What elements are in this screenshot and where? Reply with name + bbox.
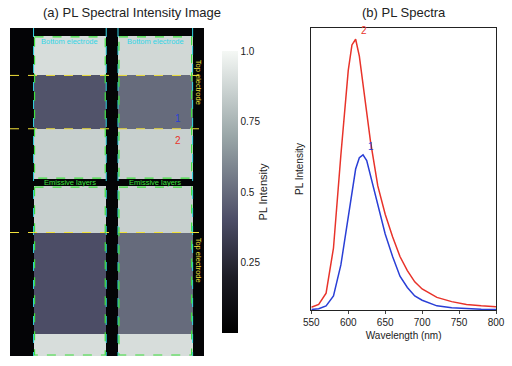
svg-text:Bottom electrode: Bottom electrode <box>41 37 98 46</box>
svg-text:2: 2 <box>361 25 367 36</box>
svg-text:550: 550 <box>303 317 320 328</box>
svg-text:0.25: 0.25 <box>241 257 261 268</box>
svg-text:Top electrode: Top electrode <box>194 238 203 283</box>
svg-text:(b) PL Spectra: (b) PL Spectra <box>362 5 446 20</box>
svg-text:Wavelength (nm): Wavelength (nm) <box>366 330 442 341</box>
svg-text:Bottom electrode: Bottom electrode <box>127 37 184 46</box>
svg-text:(a) PL Spectral Intensity Imag: (a) PL Spectral Intensity Image <box>43 5 221 20</box>
svg-text:650: 650 <box>377 317 394 328</box>
svg-text:Emissive layers: Emissive layers <box>129 178 181 187</box>
svg-text:PL Intensity: PL Intensity <box>257 163 269 221</box>
svg-text:800: 800 <box>488 317 505 328</box>
svg-text:PL Intensity: PL Intensity <box>294 143 305 195</box>
svg-text:2: 2 <box>175 135 181 146</box>
svg-text:1: 1 <box>368 141 374 152</box>
svg-text:1: 1 <box>175 113 181 124</box>
svg-text:0.75: 0.75 <box>241 116 261 127</box>
svg-text:700: 700 <box>414 317 431 328</box>
svg-text:Emissive layers: Emissive layers <box>44 178 96 187</box>
svg-text:0.5: 0.5 <box>241 187 255 198</box>
svg-text:750: 750 <box>451 317 468 328</box>
svg-text:600: 600 <box>340 317 357 328</box>
svg-text:Top electrode: Top electrode <box>194 60 203 105</box>
svg-text:1.0: 1.0 <box>241 46 255 57</box>
